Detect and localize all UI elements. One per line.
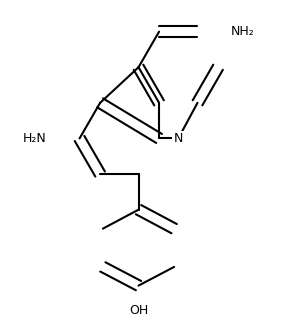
Text: OH: OH: [129, 304, 148, 317]
Text: H₂N: H₂N: [23, 132, 47, 145]
Text: NH₂: NH₂: [230, 25, 254, 38]
Text: N: N: [174, 132, 183, 145]
